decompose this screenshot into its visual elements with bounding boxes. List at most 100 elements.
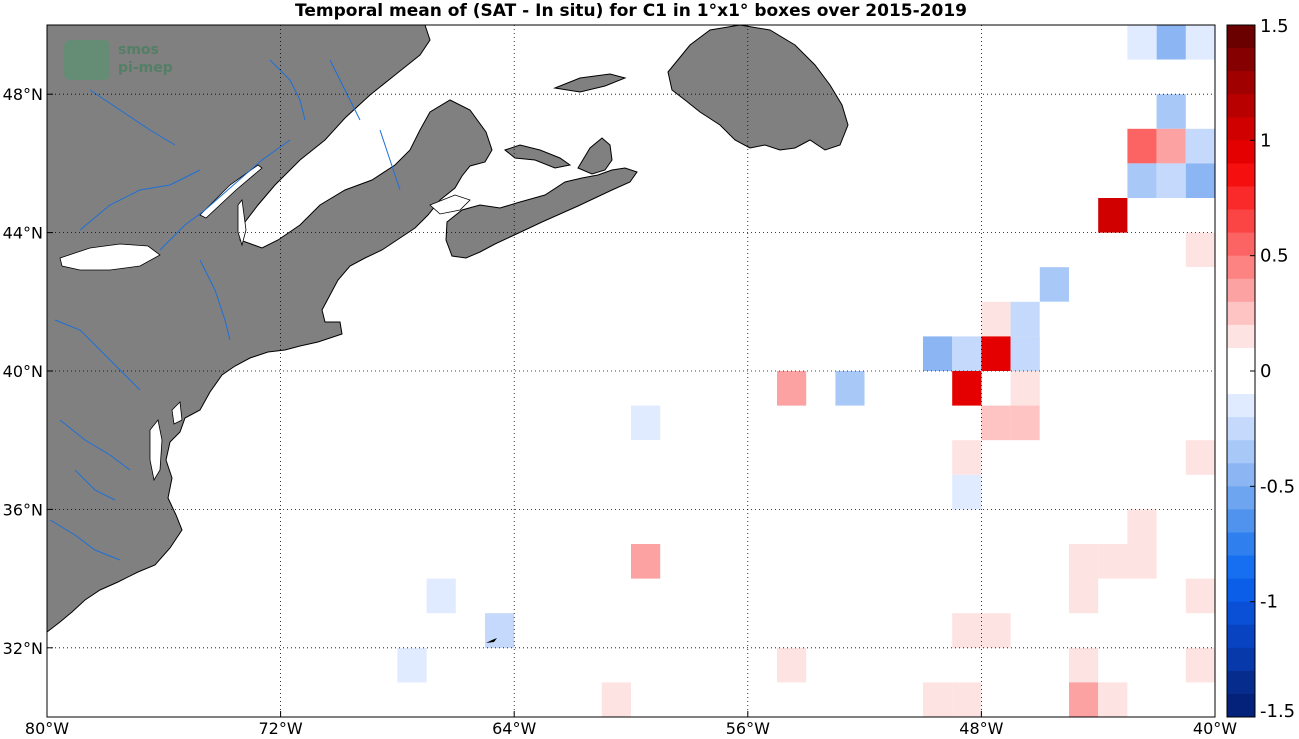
colorbar-segment [1227, 555, 1255, 580]
heatmap-cell [1069, 267, 1099, 302]
river-7 [49, 519, 121, 561]
colorbar-segment [1227, 371, 1255, 395]
colorbar-segment [1227, 417, 1255, 441]
heatmap-cell [601, 440, 631, 475]
chesapeake-bay [149, 419, 163, 482]
heatmap-cell [1039, 267, 1069, 302]
colorbar-segment [1227, 255, 1255, 280]
colorbar-segment [1227, 440, 1255, 464]
heatmap-cell [1127, 25, 1157, 60]
bermuda [486, 638, 497, 643]
colorbar-tick-label: -0.5 [1260, 476, 1295, 497]
heatmap-cell [981, 405, 1011, 441]
heatmap-cells [397, 25, 1215, 717]
heatmap-cell [952, 371, 982, 406]
heatmap-cell [1098, 267, 1128, 302]
heatmap-cell [1010, 371, 1040, 406]
logo-line-1: smos [118, 42, 159, 58]
smos-pimep-logo: smos pi-mep [64, 40, 173, 80]
heatmap-cell [835, 371, 865, 406]
heatmap-cell [952, 474, 982, 510]
y-tick-label: 36°N [3, 500, 43, 519]
heatmap-cell [1010, 301, 1040, 337]
heatmap-cell [1069, 301, 1099, 337]
colorbar-tick-label: -1.5 [1260, 701, 1295, 722]
heatmap-cell [1127, 544, 1157, 579]
colorbar-segment [1227, 71, 1255, 95]
colorbar-segment [1227, 209, 1255, 234]
heatmap-cell [923, 336, 953, 371]
heatmap-cell [923, 682, 953, 717]
river-9 [379, 129, 401, 191]
cape-breton-island [577, 137, 613, 175]
heatmap-cell [1127, 163, 1157, 198]
river-4 [329, 59, 361, 121]
heatmap-cell [1098, 301, 1128, 337]
colorbar-segment [1227, 670, 1255, 695]
colorbar-tick-label: 0 [1260, 361, 1271, 382]
heatmap-cell [1185, 128, 1215, 164]
anticosti-island [553, 73, 627, 93]
heatmap-cell [952, 613, 982, 648]
heatmap-cell [1156, 94, 1186, 129]
heatmap-cell [1156, 25, 1186, 60]
river-6 [59, 419, 131, 471]
delaware-bay [171, 401, 183, 425]
colorbar-tick-label: 0.5 [1260, 246, 1289, 267]
heatmap-cell [1127, 267, 1157, 302]
colorbar-segment [1227, 693, 1255, 718]
heatmap-cell [1069, 405, 1099, 441]
river-5 [54, 319, 141, 391]
heatmap-cell [485, 613, 515, 648]
chart-title: Temporal mean of (SAT - In situ) for C1 … [295, 1, 967, 21]
heatmap-cell [952, 336, 982, 371]
heatmap-cell [1185, 25, 1215, 60]
colorbar-ticks: 1.5 1 0.5 0 -0.5 -1 -1.5 [1250, 16, 1295, 722]
heatmap-cell [1156, 128, 1186, 164]
x-tick-label: 80°W [25, 719, 69, 738]
colorbar-segment [1227, 394, 1255, 418]
heatmap-cell [981, 613, 1011, 648]
colorbar-segment [1227, 25, 1255, 49]
colorbar-segment [1227, 140, 1255, 164]
heatmap-cell [1185, 163, 1215, 198]
heatmap-cell [1010, 336, 1040, 371]
heatmap-cell [718, 405, 748, 441]
x-tick-label: 40°W [1193, 719, 1237, 738]
heatmap-cell [777, 647, 807, 683]
heatmap-cell [631, 544, 661, 579]
colorbar-segment [1227, 463, 1255, 487]
heatmap-cell [1127, 647, 1157, 683]
heatmap-cell [1156, 198, 1186, 233]
colorbar-segment [1227, 486, 1255, 510]
heatmap-cell [952, 440, 982, 475]
graticule [47, 25, 1215, 717]
colorbar-segment [1227, 324, 1255, 349]
heatmap-cell [1185, 267, 1215, 302]
prince-edward-island [503, 144, 572, 169]
heatmap-cell [631, 440, 661, 475]
colorbar-segment [1227, 601, 1255, 626]
inland-water [59, 164, 471, 482]
heatmap-cell [1156, 163, 1186, 198]
nova-scotia [445, 167, 638, 259]
x-tick-label: 64°W [492, 719, 536, 738]
heatmap-cell [1127, 232, 1157, 268]
y-tick-label: 40°N [3, 362, 43, 381]
heatmap-cell [1127, 336, 1157, 371]
heatmap-cell [1185, 198, 1215, 233]
heatmap-cell [1156, 59, 1186, 95]
heatmap-cell [1185, 232, 1215, 268]
x-tick-label: 72°W [259, 719, 303, 738]
heatmap-cell [1185, 647, 1215, 683]
heatmap-cell [777, 371, 807, 406]
heatmap-cell [1098, 198, 1128, 233]
colorbar-segment [1227, 232, 1255, 257]
newfoundland [667, 24, 849, 151]
x-axis-ticks: 80°W 72°W 64°W 56°W 48°W 40°W [25, 711, 1237, 738]
heatmap-cell [1098, 544, 1128, 579]
river-8 [199, 259, 231, 341]
heatmap-cell [1127, 509, 1157, 544]
y-axis-ticks: 48°N 44°N 40°N 36°N 32°N [3, 85, 53, 658]
